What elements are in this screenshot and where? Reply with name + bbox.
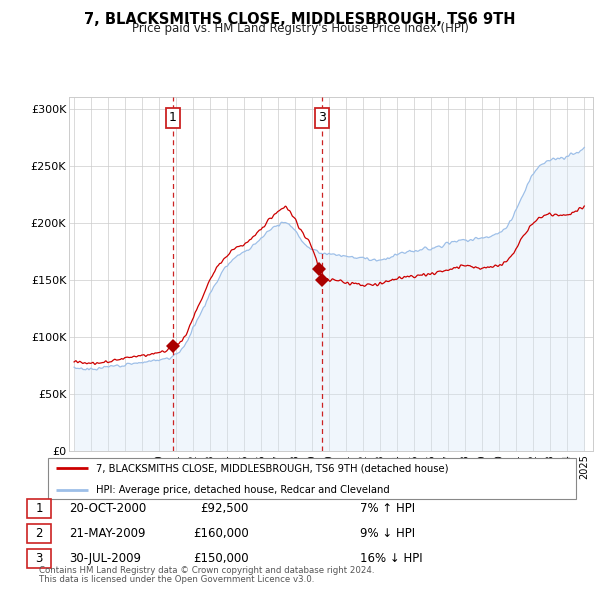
Text: Price paid vs. HM Land Registry's House Price Index (HPI): Price paid vs. HM Land Registry's House … bbox=[131, 22, 469, 35]
Text: This data is licensed under the Open Government Licence v3.0.: This data is licensed under the Open Gov… bbox=[39, 575, 314, 584]
Text: 20-OCT-2000: 20-OCT-2000 bbox=[69, 502, 146, 515]
FancyBboxPatch shape bbox=[48, 458, 576, 499]
Text: 7, BLACKSMITHS CLOSE, MIDDLESBROUGH, TS6 9TH: 7, BLACKSMITHS CLOSE, MIDDLESBROUGH, TS6… bbox=[84, 12, 516, 27]
Text: Contains HM Land Registry data © Crown copyright and database right 2024.: Contains HM Land Registry data © Crown c… bbox=[39, 566, 374, 575]
Text: £92,500: £92,500 bbox=[200, 502, 249, 515]
Text: 7, BLACKSMITHS CLOSE, MIDDLESBROUGH, TS6 9TH (detached house): 7, BLACKSMITHS CLOSE, MIDDLESBROUGH, TS6… bbox=[95, 463, 448, 473]
Text: HPI: Average price, detached house, Redcar and Cleveland: HPI: Average price, detached house, Redc… bbox=[95, 485, 389, 495]
Text: 16% ↓ HPI: 16% ↓ HPI bbox=[360, 552, 422, 565]
Text: 7% ↑ HPI: 7% ↑ HPI bbox=[360, 502, 415, 515]
Text: 2: 2 bbox=[35, 527, 43, 540]
Text: 1: 1 bbox=[35, 502, 43, 515]
Text: 21-MAY-2009: 21-MAY-2009 bbox=[69, 527, 146, 540]
Text: £160,000: £160,000 bbox=[193, 527, 249, 540]
Text: 1: 1 bbox=[169, 112, 176, 124]
Text: £150,000: £150,000 bbox=[193, 552, 249, 565]
Text: 9% ↓ HPI: 9% ↓ HPI bbox=[360, 527, 415, 540]
Text: 3: 3 bbox=[35, 552, 43, 565]
Text: 30-JUL-2009: 30-JUL-2009 bbox=[69, 552, 141, 565]
Text: 3: 3 bbox=[318, 112, 326, 124]
